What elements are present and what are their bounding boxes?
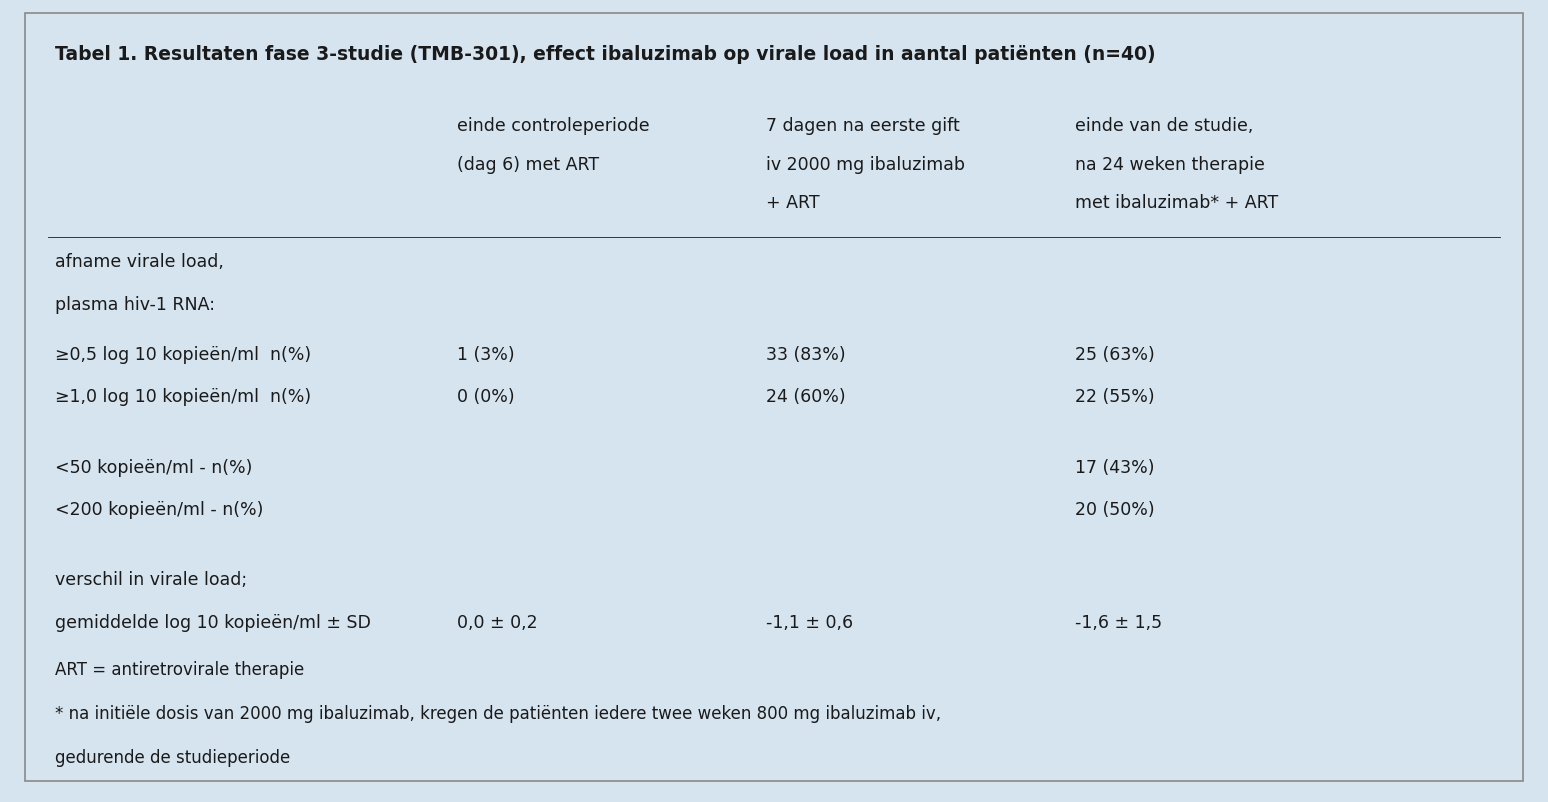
- Text: met ibaluzimab* + ART: met ibaluzimab* + ART: [1076, 194, 1279, 212]
- Text: ≥1,0 log 10 kopieën/ml  n(%): ≥1,0 log 10 kopieën/ml n(%): [56, 388, 311, 406]
- Text: * na initiële dosis van 2000 mg ibaluzimab, kregen de patiënten iedere twee weke: * na initiële dosis van 2000 mg ibaluzim…: [56, 705, 941, 723]
- Text: + ART: + ART: [766, 194, 820, 212]
- Text: gedurende de studieperiode: gedurende de studieperiode: [56, 748, 291, 767]
- Text: 0,0 ± 0,2: 0,0 ± 0,2: [457, 614, 537, 632]
- Text: 24 (60%): 24 (60%): [766, 388, 845, 406]
- Text: ART = antiretrovirale therapie: ART = antiretrovirale therapie: [56, 661, 305, 678]
- Text: ≥0,5 log 10 kopieën/ml  n(%): ≥0,5 log 10 kopieën/ml n(%): [56, 346, 311, 364]
- Text: 25 (63%): 25 (63%): [1076, 346, 1155, 364]
- Text: na 24 weken therapie: na 24 weken therapie: [1076, 156, 1265, 174]
- Text: 0 (0%): 0 (0%): [457, 388, 515, 406]
- Text: einde controleperiode: einde controleperiode: [457, 117, 650, 136]
- Text: -1,1 ± 0,6: -1,1 ± 0,6: [766, 614, 853, 632]
- Text: 22 (55%): 22 (55%): [1076, 388, 1155, 406]
- Text: 7 dagen na eerste gift: 7 dagen na eerste gift: [766, 117, 960, 136]
- Text: einde van de studie,: einde van de studie,: [1076, 117, 1254, 136]
- Text: plasma hiv-1 RNA:: plasma hiv-1 RNA:: [56, 295, 215, 314]
- Text: Tabel 1. Resultaten fase 3-studie (TMB-301), effect ibaluzimab op virale load in: Tabel 1. Resultaten fase 3-studie (TMB-3…: [56, 46, 1156, 64]
- Text: <200 kopieën/ml - n(%): <200 kopieën/ml - n(%): [56, 501, 263, 519]
- Text: gemiddelde log 10 kopieën/ml ± SD: gemiddelde log 10 kopieën/ml ± SD: [56, 614, 372, 632]
- Text: 33 (83%): 33 (83%): [766, 346, 845, 364]
- Text: iv 2000 mg ibaluzimab: iv 2000 mg ibaluzimab: [766, 156, 966, 174]
- Text: 1 (3%): 1 (3%): [457, 346, 515, 364]
- Text: 17 (43%): 17 (43%): [1076, 459, 1155, 476]
- Text: (dag 6) met ART: (dag 6) met ART: [457, 156, 599, 174]
- Text: 20 (50%): 20 (50%): [1076, 501, 1155, 519]
- Text: <50 kopieën/ml - n(%): <50 kopieën/ml - n(%): [56, 459, 252, 476]
- Text: verschil in virale load;: verschil in virale load;: [56, 571, 248, 589]
- Text: -1,6 ± 1,5: -1,6 ± 1,5: [1076, 614, 1163, 632]
- Text: afname virale load,: afname virale load,: [56, 253, 224, 271]
